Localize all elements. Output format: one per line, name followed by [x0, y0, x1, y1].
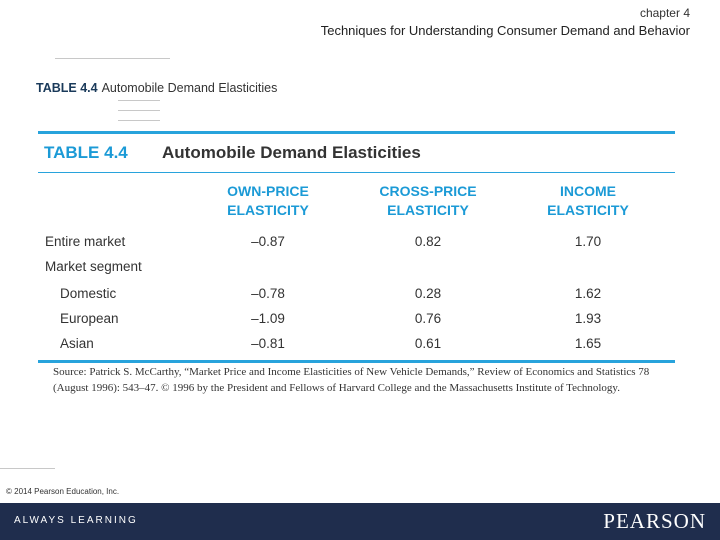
copyright-notice: © 2014 Pearson Education, Inc. [6, 487, 120, 496]
caption-number: TABLE 4.4 [36, 81, 98, 95]
col-header-line: ELASTICITY [547, 202, 629, 218]
scan-artifact [118, 110, 160, 111]
col-header-own-price: OWN-PRICE ELASTICITY [188, 182, 348, 220]
cell-income: 1.93 [574, 311, 602, 326]
table-row-domestic: Domestic –0.78 0.28 1.62 [38, 281, 675, 306]
cell-income: 1.70 [574, 234, 602, 249]
col-header-line: ELASTICITY [387, 202, 469, 218]
table-row-european: European –1.09 0.76 1.93 [38, 306, 675, 331]
scan-artifact [118, 120, 160, 121]
cell-income: 1.62 [574, 286, 602, 301]
slide-title: Techniques for Understanding Consumer De… [320, 23, 690, 38]
pearson-logo: PEARSON [603, 509, 706, 533]
table-title: Automobile Demand Elasticities [162, 143, 421, 162]
table-number: TABLE 4.4 [44, 143, 128, 162]
table-caption: TABLE 4.4 Automobile Demand Elasticities [36, 81, 277, 95]
table-rule-top [38, 131, 675, 134]
table-source-note: Source: Patrick S. McCarthy, “Market Pri… [53, 366, 650, 394]
chapter-label: chapter 4 [639, 6, 690, 20]
col-header-line: INCOME [560, 183, 616, 199]
cell-cross-price: 0.82 [414, 234, 442, 249]
col-header-line: CROSS-PRICE [379, 183, 477, 199]
row-label: Asian [60, 336, 94, 351]
col-header-line: OWN-PRICE [227, 183, 309, 199]
table-row-market-segment: Market segment [38, 254, 675, 279]
table-rule-bottom [38, 360, 675, 363]
row-label: European [60, 311, 119, 326]
scan-artifact [55, 58, 170, 59]
cell-own-price: –0.81 [251, 336, 285, 351]
col-header-cross-price: CROSS-PRICE ELASTICITY [348, 182, 508, 220]
cell-cross-price: 0.76 [414, 311, 442, 326]
row-label: Entire market [45, 234, 126, 249]
caption-text: Automobile Demand Elasticities [101, 81, 278, 95]
cell-own-price: –0.87 [251, 234, 285, 249]
cell-cross-price: 0.61 [414, 336, 442, 351]
col-header-line: ELASTICITY [227, 202, 309, 218]
elasticities-table: TABLE 4.4 Automobile Demand Elasticities… [38, 131, 675, 363]
row-label: Market segment [45, 259, 142, 274]
cell-cross-price: 0.28 [414, 286, 442, 301]
table-rule-header [38, 172, 675, 173]
scan-artifact [0, 468, 55, 469]
footer-bar: ALWAYS LEARNING PEARSON [0, 503, 720, 540]
column-headers: OWN-PRICE ELASTICITY CROSS-PRICE ELASTIC… [38, 173, 675, 229]
table-row-asian: Asian –0.81 0.61 1.65 [38, 331, 675, 356]
col-header-income: INCOME ELASTICITY [508, 182, 668, 220]
scan-artifact [118, 100, 160, 101]
cell-own-price: –1.09 [251, 311, 285, 326]
cell-income: 1.65 [574, 336, 602, 351]
table-title-bar: TABLE 4.4 Automobile Demand Elasticities [38, 134, 675, 172]
cell-own-price: –0.78 [251, 286, 285, 301]
row-label: Domestic [60, 286, 117, 301]
footer-tagline: ALWAYS LEARNING [14, 515, 138, 526]
table-row-entire-market: Entire market –0.87 0.82 1.70 [38, 229, 675, 254]
